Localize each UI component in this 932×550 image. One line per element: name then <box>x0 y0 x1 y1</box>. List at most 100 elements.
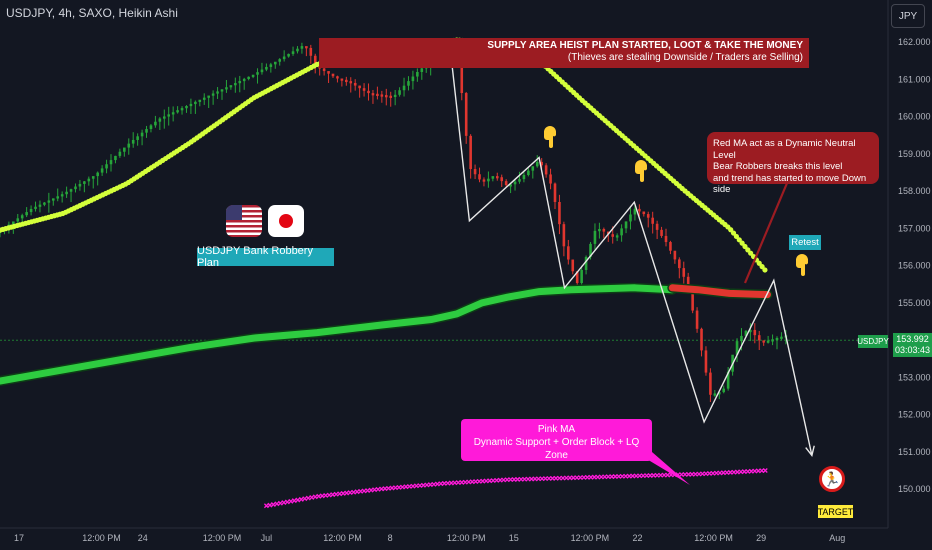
y-tick-label: 162.000 <box>898 37 931 47</box>
candle <box>567 246 570 260</box>
y-tick-label: 159.000 <box>898 149 931 159</box>
currency-button[interactable]: JPY <box>891 4 925 28</box>
y-tick-label: 160.000 <box>898 112 931 122</box>
candle <box>34 206 37 209</box>
last-price-label: 153.992 03:03:43 <box>893 333 932 357</box>
candle <box>749 329 752 333</box>
candle <box>509 184 512 187</box>
candle <box>207 95 210 98</box>
pink-ma-mark <box>281 500 287 506</box>
pink-ma-mark <box>309 494 315 500</box>
x-tick-label: 12:00 PM <box>203 533 242 543</box>
candle <box>380 94 384 97</box>
pink-ma-pointer <box>640 452 690 485</box>
x-tick-label: 8 <box>388 533 393 543</box>
candle <box>43 202 46 205</box>
red-ma-line-3: and trend has started to move Down side <box>713 172 867 196</box>
candle <box>735 341 739 355</box>
candle <box>575 271 579 284</box>
candle <box>393 94 397 98</box>
candle <box>247 76 250 80</box>
candle <box>220 89 224 92</box>
pointing-hand-icon <box>796 254 808 276</box>
zigzag-line <box>449 49 813 456</box>
pink-ma-mark <box>295 497 301 503</box>
candle <box>633 208 637 215</box>
candle <box>353 82 357 86</box>
candle <box>74 186 77 190</box>
candle <box>771 339 774 342</box>
candle <box>762 340 765 343</box>
candle <box>291 51 295 54</box>
candle <box>185 105 188 109</box>
candle <box>726 371 730 389</box>
candle <box>300 46 304 49</box>
y-tick-label: 152.000 <box>898 410 931 420</box>
candle <box>69 189 73 192</box>
candle <box>740 335 743 342</box>
candle <box>56 196 60 199</box>
y-axis: 150.000151.000152.000153.000154.000155.0… <box>898 37 931 494</box>
candle <box>389 95 393 98</box>
candle <box>167 114 171 117</box>
pink-ma-mark <box>302 496 308 502</box>
candle <box>242 78 246 82</box>
candle <box>691 292 694 311</box>
candle <box>87 178 91 182</box>
candle <box>16 218 20 222</box>
y-tick-label: 150.000 <box>898 484 931 494</box>
symbol-badge: USDJPY <box>857 335 889 348</box>
candle <box>118 151 122 156</box>
y-tick-label: 157.000 <box>898 223 931 233</box>
candle <box>322 68 326 72</box>
candle <box>504 181 508 186</box>
candle <box>131 139 135 144</box>
pink-ma-mark <box>277 500 283 506</box>
candle <box>531 166 535 171</box>
yellow-ma-dot <box>762 267 768 273</box>
x-tick-label: 22 <box>632 533 642 543</box>
candle <box>544 165 548 175</box>
pink-ma-mark <box>274 501 280 507</box>
candle <box>20 215 24 219</box>
x-tick-label: 12:00 PM <box>323 533 362 543</box>
candles <box>0 41 788 403</box>
candle <box>558 201 561 225</box>
candle <box>655 223 659 230</box>
candle <box>420 68 424 72</box>
candle <box>487 178 490 182</box>
candle <box>695 310 699 329</box>
candle <box>469 135 472 170</box>
candle <box>305 46 308 49</box>
candle <box>651 217 654 224</box>
candle <box>722 388 726 393</box>
candle <box>629 214 632 222</box>
candle <box>358 85 361 89</box>
candle <box>664 235 668 243</box>
candle <box>495 176 499 179</box>
chart-title: USDJPY, 4h, SAXO, Heikin Ashi <box>6 6 178 20</box>
candle <box>91 176 95 179</box>
candle <box>194 101 197 105</box>
candle <box>411 76 415 82</box>
candle <box>158 118 162 122</box>
x-tick-label: 17 <box>14 533 24 543</box>
candle <box>527 170 530 175</box>
pink-ma-desc: Dynamic Support + Order Block + LQ Zone <box>473 437 640 461</box>
candle <box>265 66 268 70</box>
candle <box>349 81 353 84</box>
x-tick-label: Jul <box>261 533 273 543</box>
y-tick-label: 153.000 <box>898 372 931 382</box>
candle <box>234 83 237 86</box>
candle <box>638 208 641 212</box>
candle <box>646 214 650 218</box>
candle <box>362 88 366 91</box>
candle <box>584 256 588 270</box>
supply-title: SUPPLY AREA HEIST PLAN STARTED, LOOT & T… <box>487 40 803 51</box>
y-tick-label: 155.000 <box>898 298 931 308</box>
candle <box>766 340 770 343</box>
candle <box>482 179 486 182</box>
pink-ma-mark <box>762 468 768 473</box>
candle <box>598 228 601 232</box>
